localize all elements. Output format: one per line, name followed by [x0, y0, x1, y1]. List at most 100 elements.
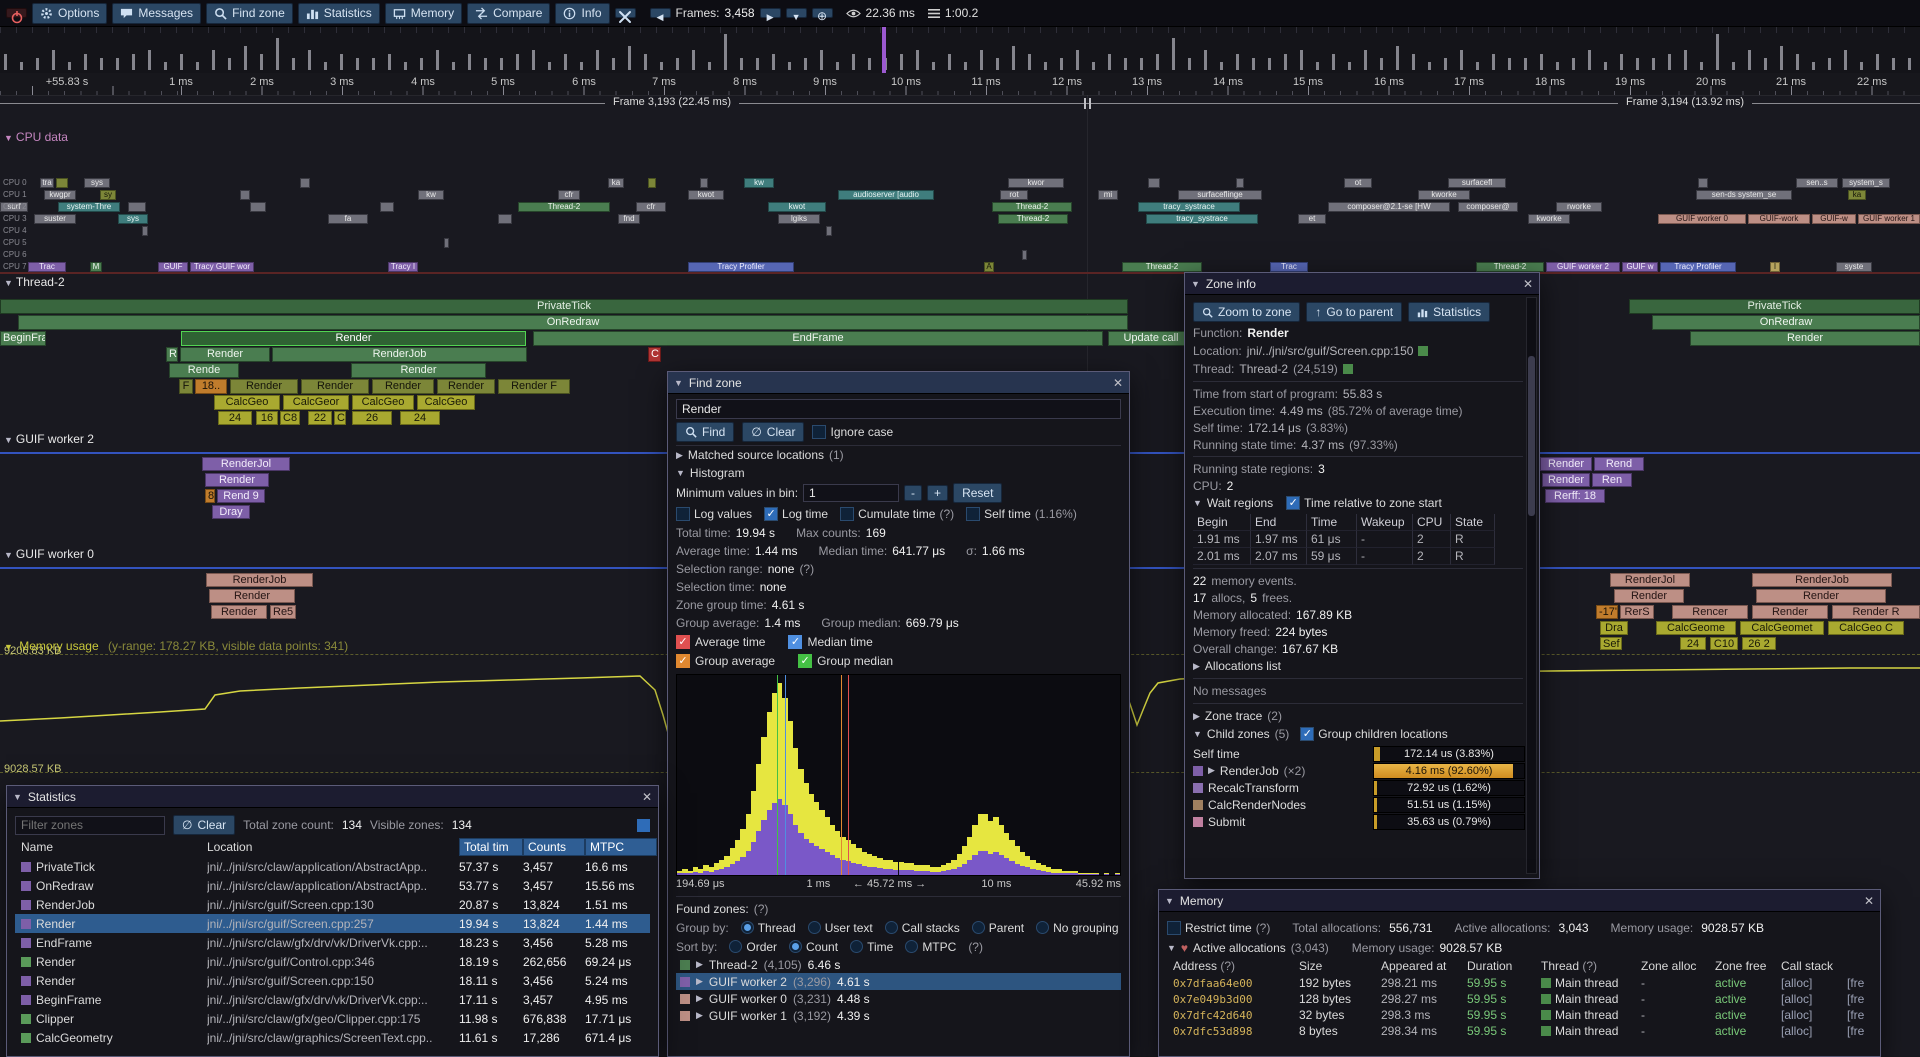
zone-trace-header[interactable]: ▶ Zone trace (2) — [1193, 707, 1523, 725]
timeline-zone[interactable]: Render — [1542, 473, 1590, 487]
stats-row[interactable]: BeginFrame jni/../jni/src/claw/gfx/drv/vk… — [15, 990, 650, 1009]
cpu-zone[interactable]: Tracy Profiler — [688, 262, 794, 272]
close-icon[interactable]: ✕ — [1112, 375, 1123, 390]
timeline-zone[interactable]: 24 — [400, 411, 440, 425]
cpu-zone[interactable]: fa — [328, 214, 368, 224]
radio-icon[interactable] — [1036, 921, 1050, 934]
timeline-zone[interactable]: Render — [1614, 589, 1684, 603]
cpu-zone[interactable] — [1148, 178, 1160, 188]
timeline-zone[interactable]: Render — [205, 473, 269, 487]
found-zone-row[interactable]: ▶ GUIF worker 2 (3,296) 4.61 s — [676, 973, 1121, 990]
frame-time-bar[interactable] — [1908, 58, 1911, 70]
frame-time-bar[interactable] — [1812, 62, 1815, 70]
timeline-zone[interactable]: Render — [1752, 605, 1828, 619]
timeline-zone[interactable]: EndFrame — [533, 331, 1103, 346]
frame-time-bar[interactable] — [660, 62, 663, 70]
cpu-zone[interactable]: Tracy GUIF wor — [190, 262, 254, 272]
cpu-zone[interactable]: system-Thre — [58, 202, 120, 212]
wait-column-header[interactable]: End — [1251, 514, 1307, 531]
cpu-zone[interactable]: lgiks — [778, 214, 820, 224]
column-header-counts[interactable]: Counts — [523, 838, 585, 856]
cpu-zone[interactable]: kwgpr — [44, 190, 76, 200]
frame-time-bar[interactable] — [532, 50, 535, 70]
zoom-to-zone-button[interactable]: Zoom to zone — [1193, 302, 1301, 322]
frame-time-bar[interactable] — [1892, 58, 1895, 70]
child-zone-row[interactable]: RecalcTransform 72.92 us (1.62%) — [1193, 779, 1525, 796]
stats-row[interactable]: EndFrame jni/../jni/src/claw/gfx/drv/vk/D… — [15, 933, 650, 952]
frame-time-bar[interactable] — [1012, 46, 1015, 70]
cpu-zone[interactable]: Thread-2 — [1122, 262, 1202, 272]
allocation-callstack-link[interactable]: [alloc] — [1781, 992, 1813, 1006]
radio-icon[interactable] — [884, 921, 898, 934]
timeline-zone[interactable]: Render — [351, 363, 486, 378]
cumulate-time-checkbox[interactable]: Cumulate time (?) — [840, 507, 954, 521]
timeline-zone[interactable]: 8 — [205, 489, 215, 503]
checkbox-checked-icon[interactable]: ✓ — [1286, 496, 1301, 510]
close-icon[interactable]: ✕ — [1522, 276, 1533, 291]
checkbox-icon[interactable] — [1167, 921, 1181, 935]
cpu-zone[interactable]: kwot — [688, 190, 724, 200]
cpu-zone[interactable]: rot — [1000, 190, 1028, 200]
child-zones-header[interactable]: ▼ Child zones (5) ✓ Group children location… — [1193, 725, 1523, 743]
cpu-zone[interactable] — [128, 202, 146, 212]
allocation-row[interactable]: 0x7dfc42d640 32 bytes 298.3 ms 59.95 s Main … — [1167, 1007, 1872, 1023]
timeline-zone[interactable]: Render — [372, 379, 434, 394]
collapse-triangle-icon[interactable]: ▼ — [674, 377, 683, 388]
cpu-zone[interactable]: sys — [118, 214, 148, 224]
timeline-zone[interactable]: CalcGeo — [417, 395, 475, 410]
timeline-zone[interactable]: Rende — [169, 363, 239, 378]
timeline-zone[interactable]: Re5 — [270, 605, 296, 619]
min-values-input[interactable] — [803, 484, 900, 502]
sort-by-option[interactable]: Count — [789, 940, 838, 954]
frame-time-bar[interactable] — [1844, 50, 1847, 70]
allocation-column-header[interactable]: Address (?) — [1173, 959, 1236, 973]
clear-filter-button[interactable]: ∅ Clear — [173, 815, 236, 835]
frame-time-bar[interactable] — [1220, 62, 1223, 70]
cpu-zone[interactable]: Trac — [28, 262, 66, 272]
memory-usage-header[interactable]: ▼ Memory usage (y-range: 178.27 KB, visi… — [4, 639, 348, 653]
find-button[interactable]: Find — [676, 422, 735, 442]
cpu-zone[interactable]: sys — [84, 178, 110, 188]
timeline-zone[interactable]: RenderJob — [206, 573, 313, 587]
frame-time-bar[interactable] — [564, 54, 567, 70]
frame-time-bar[interactable] — [1380, 58, 1383, 70]
allocation-row[interactable]: 0x7dfc53d898 8 bytes 298.34 ms 59.95 s Main … — [1167, 1023, 1872, 1039]
frame-time-bar[interactable] — [356, 58, 359, 70]
cpu-zone[interactable]: et — [1298, 214, 1326, 224]
timeline-zone[interactable]: C10 — [1710, 637, 1738, 650]
frame-time-bar[interactable] — [628, 46, 631, 70]
allocation-callstack-link[interactable]: [fre — [1847, 976, 1865, 990]
collapse-triangle-icon[interactable]: ▼ — [1165, 895, 1174, 906]
cpu-zone[interactable]: GUIF w — [1622, 262, 1658, 272]
timeline-zone[interactable]: OnRedraw — [1652, 315, 1920, 330]
radio-icon[interactable] — [729, 940, 743, 953]
options-button[interactable]: Options — [32, 2, 108, 24]
matched-locations-row[interactable]: ▶ Matched source locations (1) — [676, 446, 1121, 464]
frame-time-bar[interactable] — [1620, 54, 1623, 70]
cpu-zone[interactable]: sy — [100, 190, 116, 200]
cpu-zone[interactable]: GUIF worker 1 — [1858, 214, 1920, 224]
allocation-callstack-link[interactable]: [alloc] — [1781, 976, 1813, 990]
group-by-option[interactable]: Thread — [740, 921, 796, 935]
legend-checkbox[interactable]: ✓ — [676, 653, 690, 668]
decrement-button[interactable]: - — [904, 485, 923, 501]
filter-zones-input[interactable] — [15, 815, 165, 835]
relative-time-checkbox[interactable]: ✓ Time relative to zone start — [1286, 496, 1442, 510]
timeline-zone[interactable]: Dray — [212, 505, 250, 519]
frame-time-bar[interactable] — [1604, 62, 1607, 70]
cpu-zone[interactable]: fnd — [618, 214, 640, 224]
collapse-triangle-icon[interactable]: ▼ — [13, 791, 22, 802]
frame-time-bar[interactable] — [1284, 54, 1287, 70]
frame-time-bar[interactable] — [1060, 58, 1063, 70]
stats-row[interactable]: RenderJob jni/../jni/src/guif/Screen.cpp:… — [15, 895, 650, 914]
frame-time-bar[interactable] — [100, 58, 103, 70]
radio-icon[interactable] — [905, 940, 919, 953]
cpu-zone[interactable] — [700, 178, 708, 188]
frame-time-bar[interactable] — [452, 62, 455, 70]
increment-button[interactable]: + — [927, 485, 949, 501]
timeline-zone[interactable]: RerS — [1620, 605, 1654, 619]
collapsed-triangle-icon[interactable]: ▶ — [676, 449, 683, 460]
cpu-zone[interactable]: kworke — [1418, 190, 1470, 200]
timeline-zone[interactable]: Render — [180, 347, 270, 362]
frame-time-bar[interactable] — [148, 50, 151, 70]
